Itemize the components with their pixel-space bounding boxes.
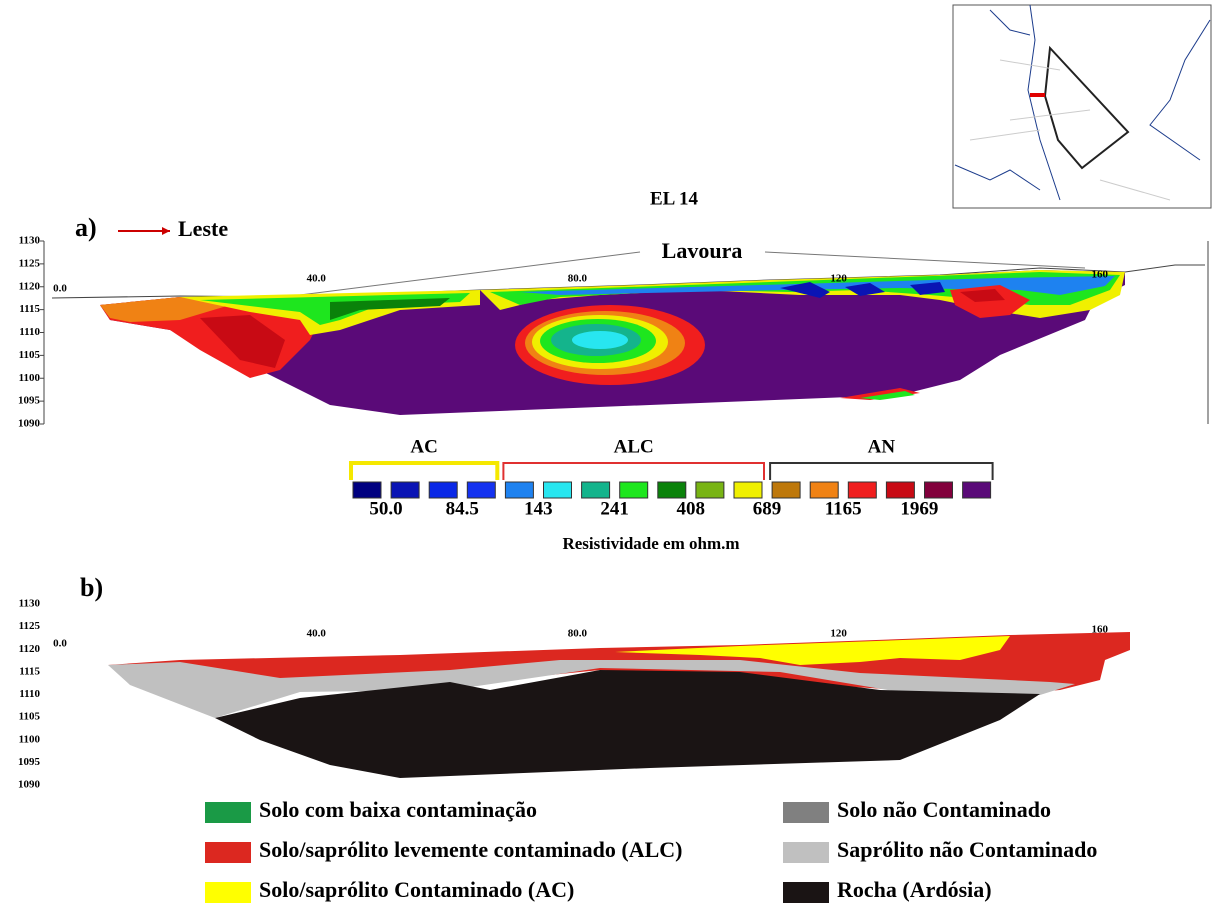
- x-tick-label: 40.0: [307, 628, 327, 640]
- y-tick-label: 1105: [19, 711, 41, 723]
- site-pointer: [299, 251, 1086, 296]
- scale-swatch: [885, 481, 915, 499]
- scale-label: 84.5: [446, 498, 479, 519]
- legend-swatch: [783, 882, 829, 903]
- scale-label: 241: [600, 498, 629, 519]
- x-tick-label: 0.0: [53, 638, 67, 650]
- scale-caption: Resistividade em ohm.m: [562, 534, 739, 553]
- scale-bracket: [349, 461, 500, 480]
- x-tick-label: 0.0: [53, 283, 67, 295]
- x-tick-label: 160: [1092, 269, 1109, 281]
- x-tick-label: 40.0: [307, 273, 327, 285]
- inset-map: [952, 4, 1212, 209]
- legend-swatch: [783, 802, 829, 823]
- scale-swatch: [428, 481, 458, 499]
- x-tick-label: 160: [1092, 624, 1109, 636]
- y-tick-label: 1125: [19, 620, 41, 632]
- scale-bracket: [502, 462, 765, 480]
- legend: Solo com baixa contaminação Solo/saprólit…: [205, 797, 1097, 903]
- y-tick-label: 1100: [19, 733, 41, 745]
- x-tick-label: 80.0: [568, 273, 588, 285]
- legend-swatch: [205, 802, 251, 823]
- y-tick-label: 1130: [19, 235, 41, 247]
- direction-label: Leste: [178, 216, 228, 241]
- resistivity-section: [51, 264, 1205, 415]
- scale-swatch: [543, 481, 572, 499]
- scale-swatch: [847, 481, 877, 499]
- legend-label: Solo com baixa contaminação: [259, 797, 537, 822]
- scale-label: 50.0: [369, 498, 402, 519]
- axis-a: 1130 1125 1120 1115 1110 1105 1100 1095 1090 0.0 4…: [18, 235, 1109, 430]
- y-tick-label: 1130: [19, 598, 41, 610]
- panel-label: b): [80, 573, 103, 602]
- scale-swatch: [504, 481, 534, 499]
- scale-swatch: [733, 481, 763, 499]
- scale-label: 408: [677, 498, 706, 519]
- scale-swatch: [619, 481, 649, 499]
- legend-label: Rocha (Ardósia): [837, 877, 992, 902]
- scale-swatch: [924, 481, 953, 499]
- legend-swatch: [205, 842, 251, 863]
- y-tick-label: 1115: [19, 303, 40, 315]
- group-label: AC: [410, 436, 437, 457]
- scale-label: 1165: [825, 498, 862, 519]
- legend-label: Solo não Contaminado: [837, 797, 1051, 822]
- scale-swatch: [352, 481, 382, 499]
- y-tick-label: 1120: [19, 643, 41, 655]
- scale-label: 143: [524, 498, 553, 519]
- scale-label: 689: [753, 498, 782, 519]
- group-label: ALC: [614, 436, 654, 457]
- site-label: Lavoura: [662, 238, 743, 263]
- scale-swatch: [466, 481, 496, 499]
- x-tick-label: 80.0: [568, 628, 588, 640]
- y-tick-label: 1110: [19, 326, 40, 338]
- group-label: AN: [868, 436, 896, 457]
- legend-label: Solo/saprólito levemente contaminado (AL…: [259, 837, 682, 862]
- scale-swatch: [771, 481, 801, 499]
- y-tick-label: 1095: [18, 395, 41, 407]
- scale-swatch: [390, 481, 420, 499]
- y-tick-label: 1125: [19, 257, 41, 269]
- y-tick-label: 1100: [19, 372, 41, 384]
- y-tick-label: 1120: [19, 280, 41, 292]
- y-tick-label: 1110: [19, 688, 40, 700]
- arrow-head: [162, 227, 170, 235]
- y-tick-label: 1095: [18, 756, 41, 768]
- color-scale: AC ALC AN 50.0 84.5 143 241 408 689 1165 1969: [349, 436, 994, 519]
- legend-label: Solo/saprólito Contaminado (AC): [259, 877, 574, 902]
- scale-swatch: [581, 481, 611, 499]
- axis-b: 1130 1125 1120 1115 1110 1105 1100 1095 1090 0.0 4…: [18, 598, 1109, 791]
- figure-title: EL 14: [650, 188, 699, 209]
- y-tick-label: 1115: [19, 665, 40, 677]
- scale-swatch: [962, 481, 992, 499]
- interpretation-section: [108, 632, 1130, 778]
- scale-swatch: [809, 481, 839, 499]
- y-tick-label: 1105: [19, 349, 41, 361]
- x-tick-label: 120: [830, 273, 847, 285]
- y-tick-label: 1090: [18, 418, 41, 430]
- x-tick-label: 120: [830, 628, 847, 640]
- scale-bracket: [769, 462, 994, 480]
- scale-swatch: [657, 481, 687, 499]
- legend-label: Saprólito não Contaminado: [837, 837, 1097, 862]
- scale-label: 1969: [900, 498, 938, 519]
- legend-swatch: [205, 882, 251, 903]
- scale-swatch: [695, 481, 725, 499]
- y-tick-label: 1090: [18, 779, 41, 791]
- legend-swatch: [783, 842, 829, 863]
- panel-label: a): [75, 213, 97, 242]
